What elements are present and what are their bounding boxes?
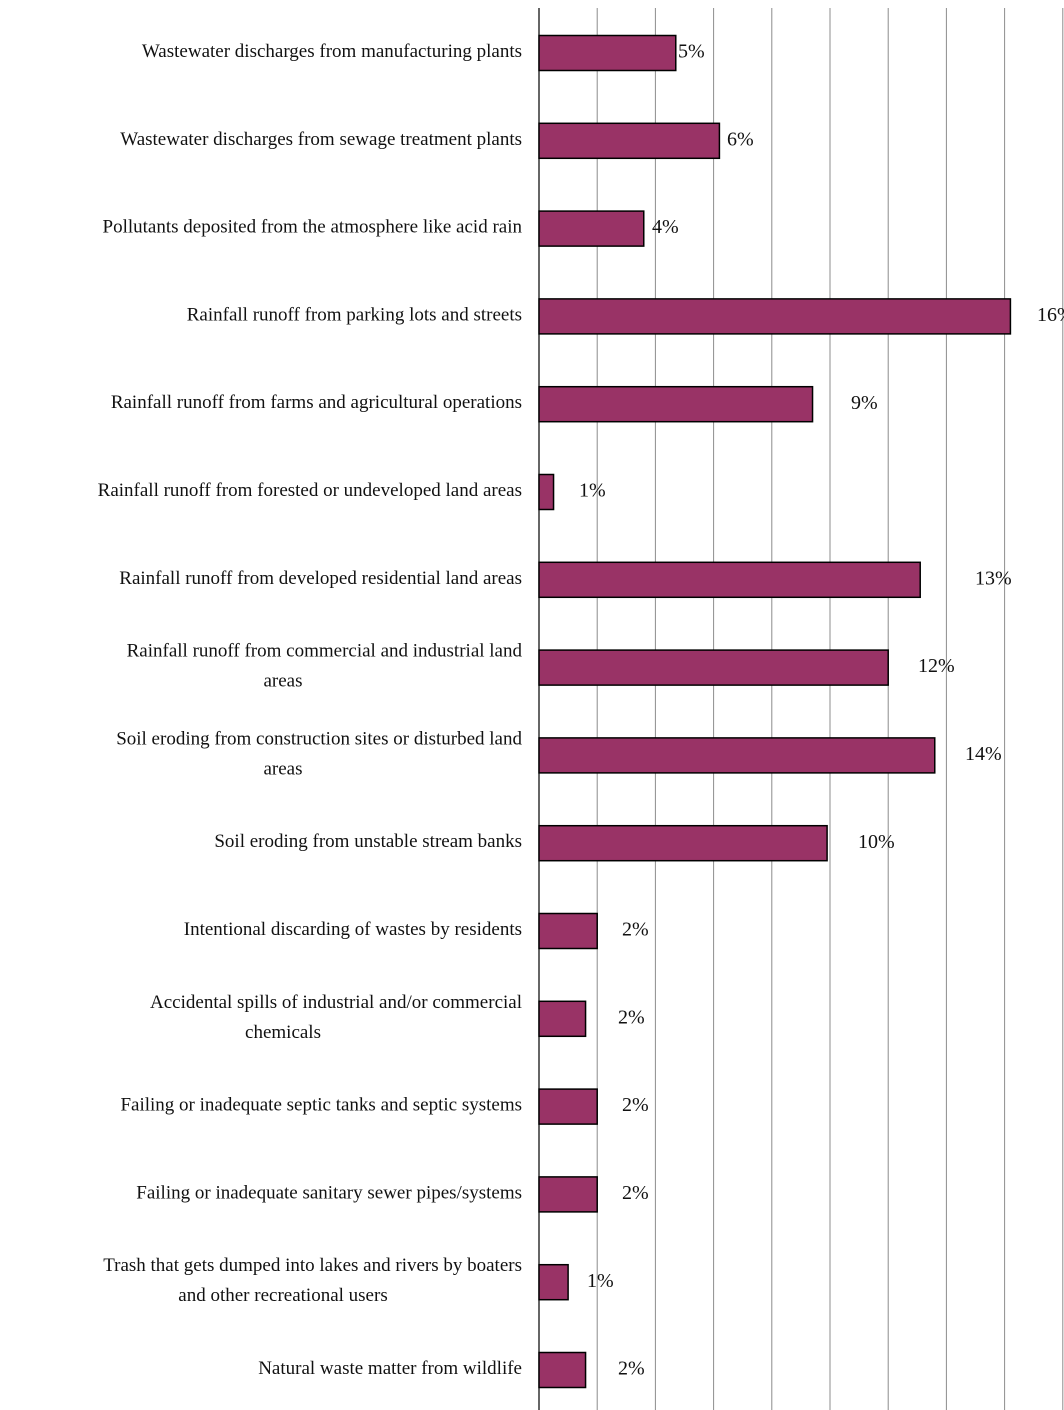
bar: [538, 1176, 598, 1213]
category-label: Soil eroding from unstable stream banks: [214, 832, 522, 853]
data-label: 10%: [858, 831, 895, 853]
category-label: Failing or inadequate septic tanks and s…: [120, 1095, 522, 1116]
category-label: Rainfall runoff from forested or undevel…: [98, 480, 522, 501]
data-label: 9%: [851, 392, 878, 414]
data-label: 13%: [975, 567, 1012, 589]
bar: [538, 1351, 587, 1389]
bar: [538, 561, 921, 599]
data-label: 6%: [727, 128, 754, 150]
bar: [538, 473, 555, 511]
bar: [538, 1263, 569, 1301]
category-label: Pollutants deposited from the atmosphere…: [103, 217, 523, 238]
category-label: Trash that gets dumped into lakes and ri…: [103, 1256, 522, 1307]
data-label: 2%: [622, 919, 649, 941]
data-label: 1%: [587, 1270, 614, 1292]
bar: [538, 1000, 587, 1038]
bar: [538, 737, 936, 774]
data-label: 4%: [652, 216, 679, 238]
category-labels: Wastewater discharges from manufacturing…: [98, 41, 523, 1379]
bar: [538, 1088, 598, 1125]
bar: [538, 912, 598, 950]
category-label: Wastewater discharges from sewage treatm…: [120, 129, 522, 150]
data-label: 5%: [678, 41, 705, 63]
bar: [538, 824, 828, 862]
bar: [538, 649, 889, 686]
category-label: Natural waste matter from wildlife: [258, 1358, 522, 1379]
bar: [538, 385, 814, 423]
bar: [538, 122, 721, 160]
data-labels: 5% 6% 4% 16% 9% 1% 13% 12% 14% 10% 2% 2% 2% 2% 1% 2%: [579, 41, 1064, 1380]
data-label: 2%: [622, 1094, 649, 1116]
data-label: 12%: [918, 655, 955, 677]
category-label: Rainfall runoff from developed residenti…: [119, 568, 522, 589]
bar: [538, 298, 1012, 335]
data-label: 2%: [622, 1182, 649, 1204]
category-label: Rainfall runoff from commercial and indu…: [127, 641, 523, 692]
category-label: Accidental spills of industrial and/or c…: [150, 992, 522, 1043]
data-label: 2%: [618, 1006, 645, 1028]
data-label: 2%: [618, 1358, 645, 1380]
category-label: Rainfall runoff from farms and agricultu…: [111, 393, 522, 414]
category-label: Intentional discarding of wastes by resi…: [184, 919, 522, 940]
data-label: 1%: [579, 480, 606, 502]
category-label: Wastewater discharges from manufacturing…: [142, 41, 522, 62]
data-label: 16%: [1037, 304, 1064, 326]
category-label: Soil eroding from construction sites or …: [116, 729, 522, 780]
category-label: Failing or inadequate sanitary sewer pip…: [136, 1183, 522, 1204]
category-label: Rainfall runoff from parking lots and st…: [187, 305, 522, 326]
bar: [538, 210, 645, 247]
data-label: 14%: [965, 743, 1002, 765]
bar: [538, 34, 677, 72]
bars: [538, 34, 1012, 1389]
